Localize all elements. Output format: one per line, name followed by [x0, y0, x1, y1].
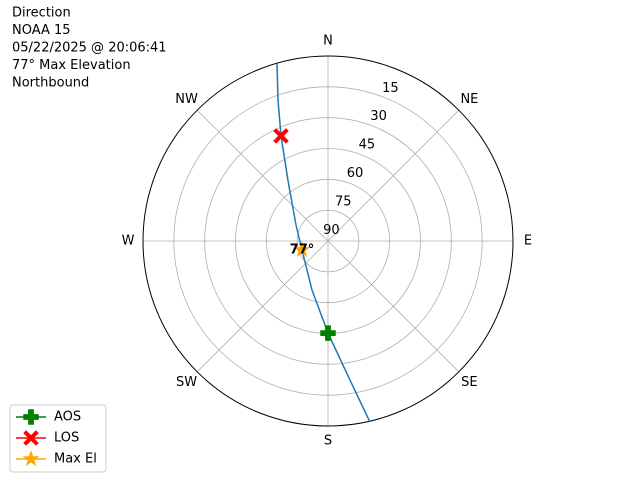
r-tick-label: 45 — [359, 138, 376, 153]
legend: AOS LOS Max El — [9, 404, 107, 473]
legend-label: Max El — [54, 452, 97, 467]
theta-tick-label: E — [524, 234, 532, 249]
r-grid-circle — [296, 209, 360, 273]
legend-marker — [22, 450, 40, 467]
r-tick-label: 30 — [370, 109, 387, 124]
title-line: Direction — [12, 6, 71, 21]
theta-tick-label: NE — [460, 92, 478, 107]
track-line — [276, 63, 371, 422]
theta-tick-label: NW — [175, 92, 198, 107]
r-grid-circle — [204, 117, 452, 365]
outer-frame — [142, 55, 514, 427]
legend-marker — [23, 430, 39, 446]
title-line: NOAA 15 — [12, 23, 71, 38]
r-tick-label: 15 — [382, 81, 399, 96]
legend-marker — [23, 409, 39, 425]
r-grid-circle — [265, 178, 391, 304]
r-grid-circle — [173, 86, 483, 396]
theta-tick-label: N — [323, 34, 333, 49]
legend-label: AOS — [54, 410, 81, 425]
theta-tick-label: SW — [176, 375, 197, 390]
title-line: 05/22/2025 @ 20:06:41 — [12, 41, 167, 56]
title-line: 77° Max Elevation — [12, 58, 131, 73]
point — [293, 240, 311, 258]
title-line: Northbound — [12, 76, 89, 91]
theta-tick-label: SE — [461, 375, 477, 390]
theta-tick-label: S — [324, 434, 332, 449]
legend-frame — [9, 404, 107, 473]
point — [320, 325, 336, 341]
legend-label: LOS — [54, 431, 79, 446]
r-tick-label: 60 — [347, 166, 364, 181]
theta-tick-label: W — [122, 234, 135, 249]
r-tick-label: 75 — [335, 195, 352, 210]
r-tick-label: 90 — [323, 223, 340, 238]
point — [273, 128, 289, 144]
annotation: 77° — [290, 242, 315, 257]
